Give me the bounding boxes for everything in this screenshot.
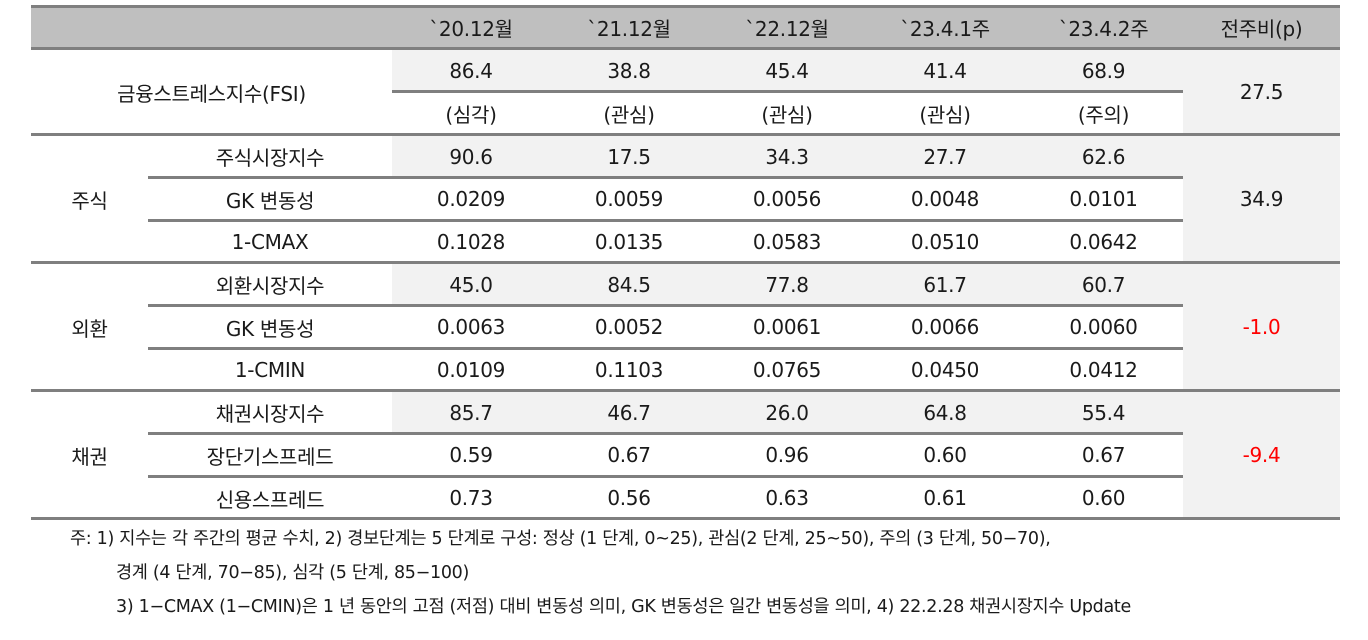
value-cell: 0.56 xyxy=(607,486,651,510)
fsi-level: (주의) xyxy=(1077,103,1130,127)
value-cell: 0.0059 xyxy=(594,187,664,211)
col-header-2212: `22.12월 xyxy=(745,17,829,41)
value-cell: 0.59 xyxy=(449,443,493,467)
value-cell: 60.7 xyxy=(1081,272,1126,297)
change-cell: 34.9 xyxy=(1239,187,1284,211)
value-cell: 0.1103 xyxy=(594,358,664,382)
value-cell: 0.0412 xyxy=(1069,358,1138,382)
section-divider xyxy=(31,389,1340,392)
value-cell: 77.8 xyxy=(765,272,809,297)
fsi-row: 금융스트레스지수(FSI) 86.4 38.8 45.4 41.4 68.9 (… xyxy=(31,50,1340,134)
change-cell-negative: -9.4 xyxy=(1242,443,1281,467)
value-cell: 0.0060 xyxy=(1069,315,1138,339)
fsi-level: (심각) xyxy=(445,103,497,127)
section-bond: 채권 채권시장지수 85.7 46.7 26.0 64.8 55.4 장단기스프… xyxy=(31,392,1340,518)
value-cell: 45.0 xyxy=(449,272,493,297)
category-label: 주식 xyxy=(71,188,108,213)
value-cell: 55.4 xyxy=(1081,400,1126,425)
value-cell: 0.60 xyxy=(923,443,967,467)
value-cell: 0.0109 xyxy=(436,358,506,382)
row-label: 채권시장지수 xyxy=(215,402,325,426)
section-fx: 외환 외환시장지수 45.0 84.5 77.8 61.7 60.7 GK 변동… xyxy=(31,264,1340,390)
row-label: 신용스프레드 xyxy=(215,487,325,512)
value-cell: 61.7 xyxy=(923,272,967,297)
value-cell: 34.3 xyxy=(765,144,809,169)
value-cell: 0.0063 xyxy=(436,315,506,339)
fsi-value: 68.9 xyxy=(1081,58,1126,83)
col-header-2341: `23.4.1주 xyxy=(900,17,990,41)
value-cell: 26.0 xyxy=(765,400,809,425)
fsi-value: 38.8 xyxy=(607,58,651,83)
footnote-line: 주: 1) 지수는 각 주간의 평균 수치, 2) 경보단계는 5 단계로 구성… xyxy=(70,529,1051,549)
value-cell: 84.5 xyxy=(607,272,651,297)
fsi-level: (관심) xyxy=(919,103,971,127)
value-cell: 0.61 xyxy=(923,486,967,510)
value-cell: 0.1028 xyxy=(436,230,506,254)
value-cell: 0.0209 xyxy=(436,187,506,211)
category-label: 외환 xyxy=(71,316,108,341)
category-label: 채권 xyxy=(71,444,108,469)
value-cell: 0.67 xyxy=(607,443,651,467)
value-cell: 0.0052 xyxy=(594,315,664,339)
value-cell: 0.67 xyxy=(1081,443,1126,467)
value-cell: 0.0450 xyxy=(910,358,980,382)
value-cell: 0.73 xyxy=(449,486,493,510)
value-cell: 64.8 xyxy=(923,400,967,425)
footnote-line: 경계 (4 단계, 70−85), 심각 (5 단계, 85−100) xyxy=(116,563,470,583)
change-cell-negative: -1.0 xyxy=(1242,315,1281,339)
value-cell: 85.7 xyxy=(449,400,493,425)
value-cell: 0.0061 xyxy=(752,315,822,339)
value-cell: 46.7 xyxy=(607,400,651,425)
row-label: GK 변동성 xyxy=(225,188,315,213)
section-divider xyxy=(31,133,1340,136)
value-cell: 0.0048 xyxy=(910,187,980,211)
fsi-value: 86.4 xyxy=(449,58,493,83)
value-cell: 0.0056 xyxy=(752,187,822,211)
value-cell: 27.7 xyxy=(923,144,967,169)
value-cell: 0.60 xyxy=(1081,486,1126,510)
value-cell: 0.0510 xyxy=(910,230,980,254)
fsi-level: (관심) xyxy=(603,103,655,127)
col-header-2012: `20.12월 xyxy=(429,17,513,41)
value-cell: 62.6 xyxy=(1081,144,1126,169)
fsi-level: (관심) xyxy=(761,103,813,127)
value-cell: 0.0135 xyxy=(594,230,664,254)
table-bottom-border xyxy=(31,517,1340,520)
value-cell: 0.0066 xyxy=(910,315,980,339)
value-cell: 0.0642 xyxy=(1069,230,1138,254)
value-cell: 17.5 xyxy=(607,144,651,169)
row-label: 주식시장지수 xyxy=(215,146,325,170)
fsi-label: 금융스트레스지수(FSI) xyxy=(117,81,306,106)
value-cell: 0.96 xyxy=(765,443,809,467)
value-cell: 0.0101 xyxy=(1069,187,1138,211)
section-stock: 주식 주식시장지수 90.6 17.5 34.3 27.7 62.6 GK 변동… xyxy=(31,136,1340,262)
row-label: 1-CMAX xyxy=(231,230,309,254)
table-header: `20.12월 `21.12월 `22.12월 `23.4.1주 `23.4.2… xyxy=(31,5,1340,50)
col-header-2342: `23.4.2주 xyxy=(1058,17,1149,41)
footnote-line: 3) 1−CMAX (1−CMIN)은 1 년 동안의 고점 (저점) 대비 변… xyxy=(116,597,1131,617)
footnotes: 주: 1) 지수는 각 주간의 평균 수치, 2) 경보단계는 5 단계로 구성… xyxy=(70,522,1131,624)
row-label: 외환시장지수 xyxy=(215,274,325,298)
fsi-change: 27.5 xyxy=(1239,80,1284,104)
row-label: 1-CMIN xyxy=(234,358,306,382)
col-header-change: 전주비(p) xyxy=(1220,17,1303,41)
row-label: 장단기스프레드 xyxy=(206,444,334,469)
value-cell: 0.0583 xyxy=(752,230,822,254)
fsi-value: 41.4 xyxy=(923,58,967,83)
value-cell: 0.63 xyxy=(765,486,809,510)
row-label: GK 변동성 xyxy=(225,316,315,341)
section-divider xyxy=(31,261,1340,264)
fsi-value: 45.4 xyxy=(765,58,809,83)
value-cell: 90.6 xyxy=(449,144,493,169)
col-header-2112: `21.12월 xyxy=(587,17,671,41)
value-cell: 0.0765 xyxy=(752,358,822,382)
